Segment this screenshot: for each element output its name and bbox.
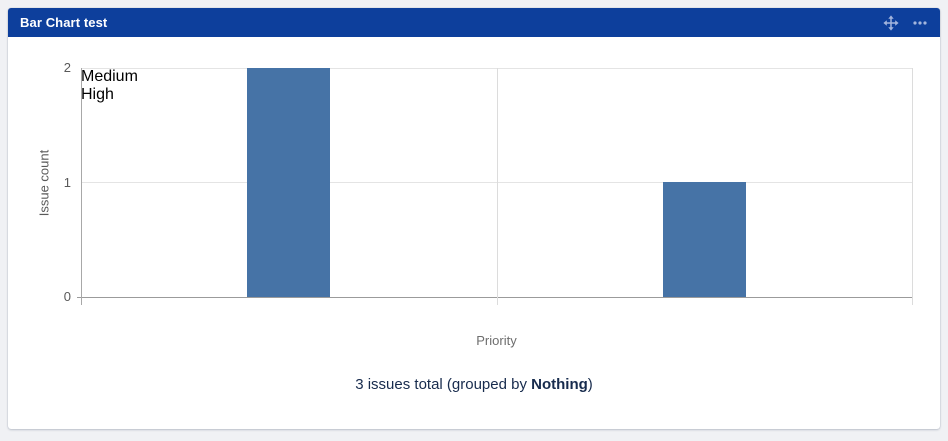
gadget-header: Bar Chart test <box>8 8 940 37</box>
x-axis-line <box>77 296 912 298</box>
plot-area: Issue count Priority 0 1 2 Medium High <box>37 60 913 348</box>
summary-group-by: Nothing <box>531 376 588 393</box>
gadget-card: Bar Chart test <box>8 8 940 429</box>
gadget-header-controls <box>883 14 928 31</box>
column-separator <box>911 68 913 305</box>
x-axis-title: Priority <box>476 333 517 348</box>
summary-suffix: ) <box>587 376 593 393</box>
y-axis-line <box>80 68 82 305</box>
gadget-title: Bar Chart test <box>20 15 108 30</box>
bar-high[interactable] <box>663 182 746 297</box>
column-separator <box>496 68 498 305</box>
bar-chart: Issue count Priority 0 1 2 Medium High 3 iss… <box>8 37 940 429</box>
x-category-label: High <box>81 86 114 103</box>
ellipsis-icon[interactable] <box>912 15 928 31</box>
y-tick-label: 1 <box>63 174 71 190</box>
move-icon[interactable] <box>883 14 899 31</box>
y-tick-label: 2 <box>63 60 71 75</box>
y-tick-label: 0 <box>63 289 71 304</box>
x-category-label: Medium <box>81 68 138 85</box>
bar-medium[interactable] <box>247 68 330 297</box>
chart-summary: 3 issues total (grouped by Nothing) <box>8 375 940 395</box>
summary-prefix: 3 issues total (grouped by <box>355 376 532 393</box>
